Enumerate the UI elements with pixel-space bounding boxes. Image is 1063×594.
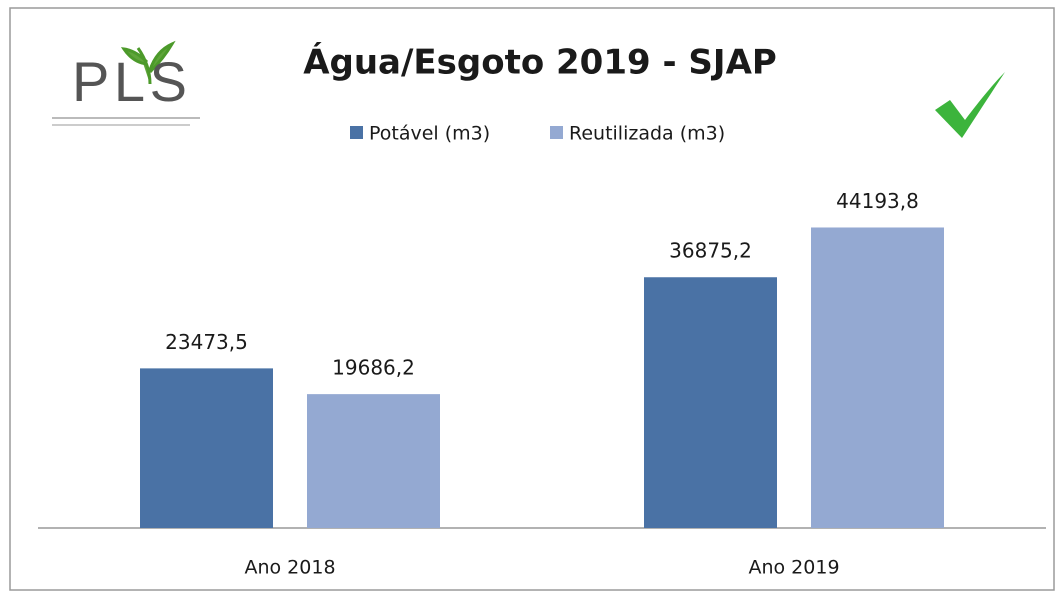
bar [307, 394, 440, 528]
legend-label: Potável (m3) [369, 123, 490, 145]
data-label: 19686,2 [332, 356, 415, 380]
logo: PLS [52, 40, 200, 126]
bar [811, 227, 944, 528]
check-mark [935, 72, 1005, 138]
legend-swatch [350, 126, 363, 139]
legend-label: Reutilizada (m3) [569, 123, 725, 145]
chart-title: Água/Esgoto 2019 - SJAP [303, 42, 777, 83]
bar [644, 277, 777, 528]
x-tick-label: Ano 2018 [244, 557, 335, 579]
data-label: 44193,8 [836, 189, 919, 213]
logo-text: PLS [72, 50, 187, 113]
data-label: 23473,5 [165, 330, 248, 354]
bar [140, 368, 273, 528]
data-label: 36875,2 [669, 239, 752, 263]
x-tick-label: Ano 2019 [748, 557, 839, 579]
legend-swatch [550, 126, 563, 139]
logo-sprout [120, 40, 176, 85]
